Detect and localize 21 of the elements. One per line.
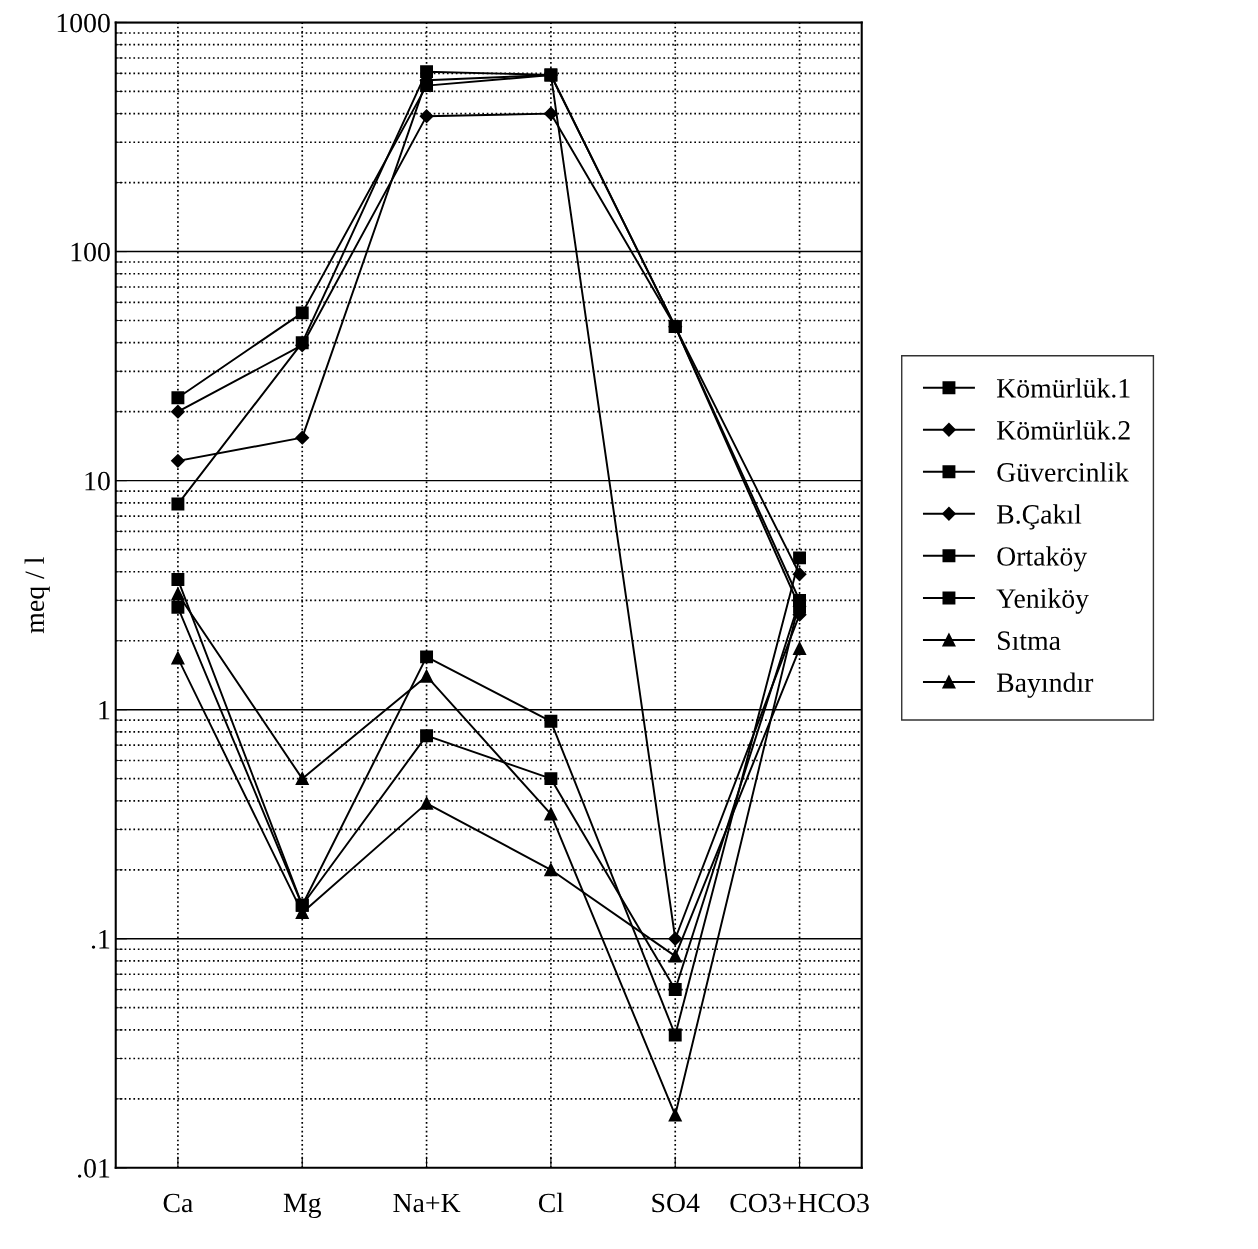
x-tick-label: Ca	[163, 1193, 193, 1213]
legend-label: Sıtma	[998, 631, 1061, 651]
legend-label: Bayındır	[996, 672, 1094, 698]
y-tick-label: 1	[99, 700, 110, 720]
legend-label: B.Çakıl	[996, 504, 1082, 530]
y-tick-label: 10	[85, 471, 110, 491]
legend-label: Güvercinlik	[997, 462, 1129, 482]
x-tick-label: SO4	[652, 1193, 700, 1213]
y-tick-label: .01	[77, 1158, 110, 1178]
y-tick-label: .1	[91, 930, 110, 949]
y-tick-label: 100	[71, 242, 110, 262]
y-tick-label: 1000	[57, 13, 110, 33]
x-tick-label: Mg	[283, 1193, 321, 1219]
legend-label: Kömürlük.2	[996, 420, 1130, 440]
x-tick-label: Na+K	[393, 1193, 461, 1213]
legend-label: Ortaköy	[997, 546, 1088, 572]
legend-label: Kömürlük.1	[996, 378, 1130, 398]
x-tick-label: Cl	[538, 1192, 564, 1213]
x-tick-label: CO3+HCO3	[730, 1193, 869, 1213]
y-axis-title: meq / l	[24, 557, 50, 634]
legend-label: Yeniköy	[996, 588, 1089, 614]
